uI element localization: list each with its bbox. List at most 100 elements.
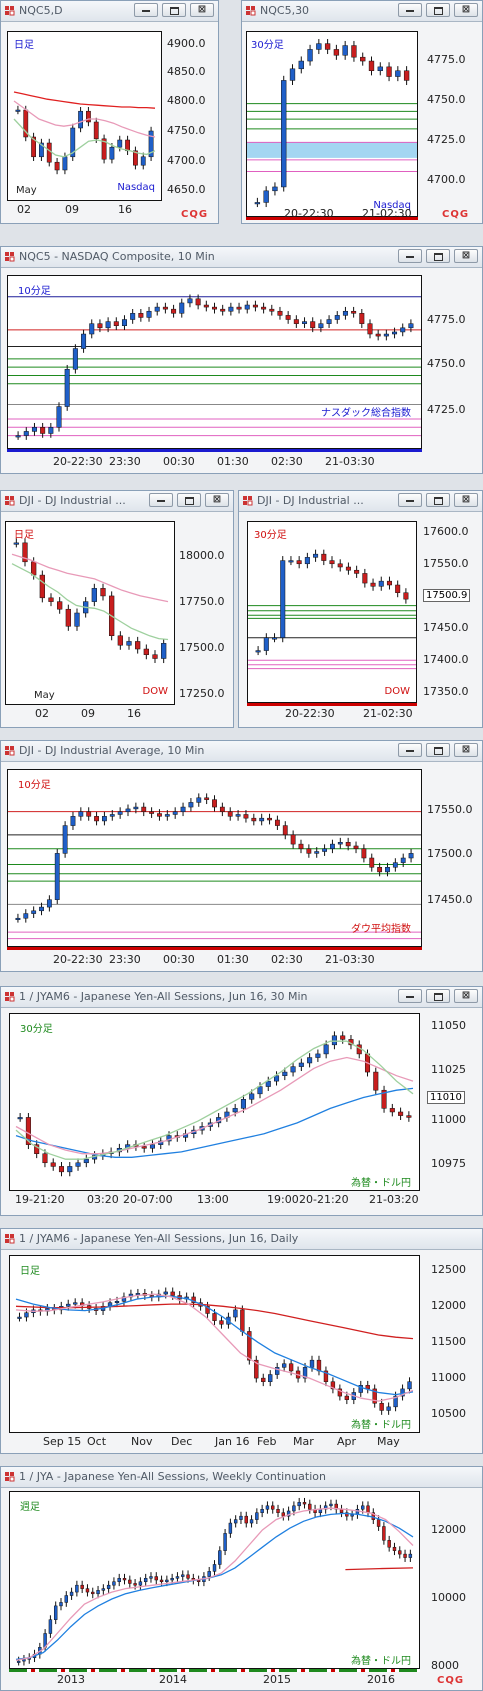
minimize-button[interactable] [134, 3, 158, 17]
candle-body [170, 1578, 174, 1581]
titlebar[interactable]: NQC5,30 ⊠ [242, 1, 482, 22]
titlebar[interactable]: NQC5,D ⊠ [1, 1, 218, 22]
candle-body [268, 1374, 273, 1382]
candle-body [240, 1099, 246, 1109]
legend-label: DOW [142, 686, 168, 697]
minimize-button[interactable] [149, 493, 173, 507]
candle-body [395, 70, 401, 77]
candle-body [113, 321, 119, 326]
chart-plot[interactable]: 日足 May DOW [5, 521, 175, 705]
candle-body [46, 142, 52, 163]
y-tick-label: 4650.0 [167, 183, 206, 196]
y-tick-label: 12000 [431, 1299, 466, 1312]
titlebar[interactable]: DJI - DJ Industrial ... ⊠ [239, 491, 482, 512]
minimize-button[interactable] [398, 249, 422, 263]
candle-body [298, 60, 304, 70]
y-tick-label: 17600.0 [423, 525, 469, 538]
period-label: 日足 [14, 40, 34, 51]
candle-body [406, 1115, 412, 1118]
maximize-button[interactable] [426, 3, 450, 17]
maximize-button[interactable] [426, 743, 450, 757]
candle-body [62, 156, 68, 171]
candle-body [170, 1291, 175, 1296]
titlebar[interactable]: 1 / JYAM6 - Japanese Yen-All Sessions, J… [1, 987, 482, 1008]
chart-svg [15, 1031, 414, 1177]
candle-body [117, 139, 123, 148]
close-button[interactable]: ⊠ [190, 3, 214, 17]
candle-body [375, 333, 381, 337]
titlebar[interactable]: DJI - DJ Industrial Average, 10 Min ⊠ [1, 741, 482, 762]
chart-plot[interactable]: 10分足 ダウ平均指数 [7, 769, 422, 947]
titlebar[interactable]: 1 / JYA - Japanese Yen-All Sessions, Wee… [1, 1467, 482, 1488]
candle-body [100, 588, 106, 597]
candle-body [345, 566, 351, 571]
candle-body [50, 1162, 56, 1167]
x-tick-label: 16 [127, 707, 141, 720]
candle-body [126, 641, 132, 646]
candle-body [65, 608, 71, 627]
chart-plot[interactable]: 30分足 DOW [247, 521, 417, 703]
chart-plot[interactable]: 30分足 Nasdaq [246, 31, 418, 217]
cqg-chart-icon [246, 6, 256, 16]
candle-body [393, 1395, 398, 1408]
minimize-button[interactable] [398, 3, 422, 17]
candle-body [316, 1359, 322, 1372]
candle-body [203, 304, 209, 308]
minimize-button[interactable] [398, 989, 422, 1003]
maximize-button[interactable] [426, 249, 450, 263]
candle-body [48, 597, 54, 602]
cqg-chart-icon [5, 992, 15, 1002]
maximize-button[interactable] [177, 493, 201, 507]
candle-body [255, 1512, 259, 1520]
candle-body [286, 1510, 291, 1517]
close-button[interactable]: ⊠ [205, 493, 229, 507]
candle-body [400, 857, 406, 863]
maximize-button[interactable] [426, 989, 450, 1003]
candle-body [196, 797, 202, 803]
candle-body [269, 308, 275, 312]
moving-average-line [15, 1087, 414, 1158]
titlebar[interactable]: 1 / JYAM6 - Japanese Yen-All Sessions, J… [1, 1229, 482, 1250]
close-button[interactable]: ⊠ [454, 249, 478, 263]
candle-body [86, 110, 91, 123]
close-button[interactable]: ⊠ [454, 989, 478, 1003]
candle-body [272, 637, 278, 640]
y-tick-label: 10000 [431, 1591, 466, 1604]
candle-body [385, 867, 390, 873]
minimize-button[interactable] [398, 743, 422, 757]
moving-average-line [15, 1295, 414, 1396]
candle-body [121, 1296, 127, 1302]
x-tick-label: 00:30 [163, 953, 195, 966]
x-tick-label: 00:30 [163, 455, 195, 468]
close-button[interactable]: ⊠ [454, 743, 478, 757]
chart-plot[interactable]: 日足 May Nasdaq [7, 31, 162, 201]
candle-body [157, 813, 162, 817]
titlebar[interactable]: NQC5 - NASDAQ Composite, 10 Min ⊠ [1, 247, 482, 268]
candle-body [34, 1144, 40, 1154]
candle-body [386, 66, 392, 77]
candle-body [360, 56, 366, 62]
close-button[interactable]: ⊠ [454, 493, 478, 507]
y-tick-label: 11050 [431, 1019, 466, 1032]
titlebar[interactable]: DJI - DJ Industrial ... ⊠ [1, 491, 233, 512]
chart-plot[interactable]: 日足 為替・ドル円 [9, 1255, 420, 1433]
candle-body [17, 1316, 22, 1319]
maximize-button[interactable] [426, 493, 450, 507]
candle-body [330, 843, 335, 849]
maximize-button[interactable] [162, 3, 186, 17]
chart-plot[interactable]: 週足 為替・ドル円 [9, 1491, 420, 1669]
window-title: 1 / JYAM6 - Japanese Yen-All Sessions, J… [19, 990, 308, 1003]
chart-plot[interactable]: 30分足 為替・ドル円 [9, 1013, 420, 1191]
close-button[interactable]: ⊠ [454, 3, 478, 17]
candle-body [329, 1503, 333, 1507]
x-tick-label: 19-21:20 [15, 1193, 65, 1206]
legend-label: 為替・ドル円 [351, 1178, 411, 1189]
candle-body [249, 1519, 254, 1524]
y-tick-label: 4700.0 [167, 154, 206, 167]
candle-body [31, 136, 36, 158]
window-jy-daily: 1 / JYAM6 - Japanese Yen-All Sessions, J… [0, 1228, 483, 1454]
candle-body [138, 1581, 143, 1586]
minimize-button[interactable] [398, 493, 422, 507]
x-tick-label: Sep 15 [43, 1435, 82, 1448]
chart-plot[interactable]: 10分足 ナスダック総合指数 [7, 275, 422, 449]
